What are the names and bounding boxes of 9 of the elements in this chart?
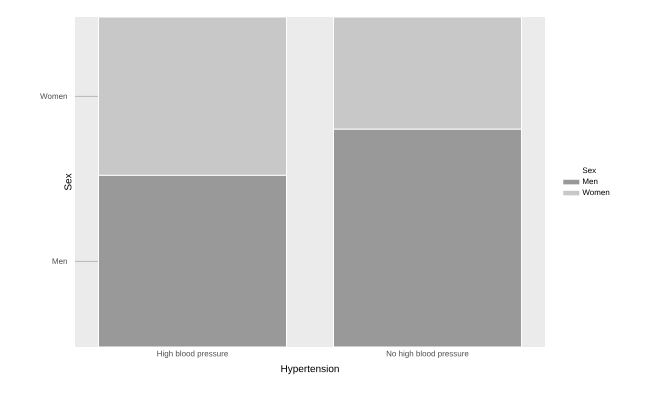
legend-label: Women: [582, 190, 610, 196]
legend-title: Sex: [582, 167, 596, 174]
legend-label: Men: [583, 178, 598, 184]
x-axis-title: Hypertension: [281, 364, 339, 374]
x-tick-label: No high blood pressure: [386, 350, 468, 358]
x-tick-label: High blood pressure: [157, 350, 228, 358]
y-axis-title: Sex: [64, 173, 72, 190]
text: Men: [52, 258, 67, 264]
text: Women: [40, 93, 67, 99]
